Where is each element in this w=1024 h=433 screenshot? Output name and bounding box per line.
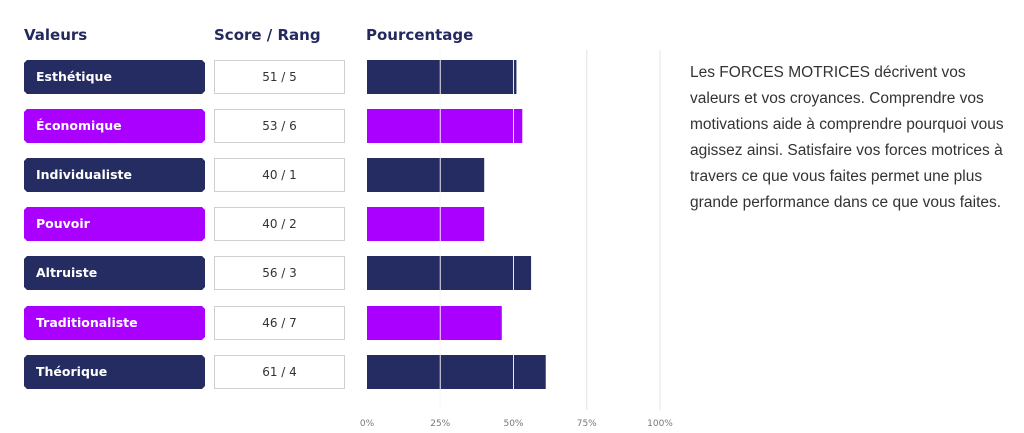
tick-label-100: 100% [647, 419, 673, 429]
header-pourcentage: Pourcentage [366, 26, 474, 44]
header-score-rang: Score / Rang [214, 26, 321, 44]
score-rank-altruiste: 56 / 3 [214, 256, 345, 290]
percentage-bar-chart: 0% 25% 50% 75% 100% [360, 50, 673, 429]
tick-label-25: 25% [430, 419, 450, 429]
score-rank-theorique: 61 / 4 [214, 355, 345, 389]
value-label-esthetique: Esthétique [24, 60, 205, 94]
bar-5 [367, 306, 502, 340]
score-rank-esthetique: 51 / 5 [214, 60, 345, 94]
bar-1 [367, 109, 523, 143]
value-label-pouvoir: Pouvoir [24, 207, 205, 241]
tick-label-50: 50% [503, 419, 523, 429]
driving-forces-description: Les FORCES MOTRICES décrivent vos valeur… [690, 64, 1004, 211]
score-rank-pouvoir: 40 / 2 [214, 207, 345, 241]
tick-label-0: 0% [360, 419, 375, 429]
bar-2 [367, 158, 485, 192]
header-valeurs: Valeurs [24, 26, 88, 44]
value-label-altruiste: Altruiste [24, 256, 205, 290]
score-rank-traditionaliste: 46 / 7 [214, 306, 345, 340]
score-rank-economique: 53 / 6 [214, 109, 345, 143]
bar-4 [367, 256, 532, 290]
value-label-traditionaliste: Traditionaliste [24, 306, 205, 340]
bar-3 [367, 207, 485, 241]
value-label-economique: Économique [24, 109, 205, 143]
value-label-theorique: Théorique [24, 355, 205, 389]
score-rank-individualiste: 40 / 1 [214, 158, 345, 192]
tick-label-75: 75% [577, 419, 597, 429]
value-label-individualiste: Individualiste [24, 158, 205, 192]
bar-0 [367, 60, 517, 94]
bar-6 [367, 355, 546, 389]
